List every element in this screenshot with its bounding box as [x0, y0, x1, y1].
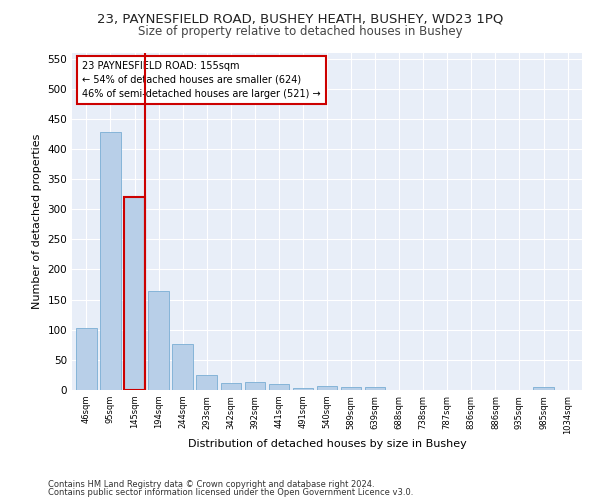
Y-axis label: Number of detached properties: Number of detached properties [32, 134, 42, 309]
Bar [245, 382, 265, 390]
Bar [317, 386, 337, 390]
Bar [533, 387, 554, 390]
X-axis label: Distribution of detached houses by size in Bushey: Distribution of detached houses by size … [188, 440, 466, 450]
Text: Contains HM Land Registry data © Crown copyright and database right 2024.: Contains HM Land Registry data © Crown c… [48, 480, 374, 489]
Text: Size of property relative to detached houses in Bushey: Size of property relative to detached ho… [137, 25, 463, 38]
Bar [76, 328, 97, 390]
Bar [148, 291, 169, 390]
Text: Contains public sector information licensed under the Open Government Licence v3: Contains public sector information licen… [48, 488, 413, 497]
Bar [221, 383, 241, 390]
Bar [196, 375, 217, 390]
Bar [124, 196, 145, 390]
Bar [100, 132, 121, 390]
Text: 23 PAYNESFIELD ROAD: 155sqm
← 54% of detached houses are smaller (624)
46% of se: 23 PAYNESFIELD ROAD: 155sqm ← 54% of det… [82, 61, 321, 99]
Bar [341, 387, 361, 390]
Bar [293, 388, 313, 390]
Text: 23, PAYNESFIELD ROAD, BUSHEY HEATH, BUSHEY, WD23 1PQ: 23, PAYNESFIELD ROAD, BUSHEY HEATH, BUSH… [97, 12, 503, 26]
Bar [365, 387, 385, 390]
Bar [172, 344, 193, 390]
Bar [269, 384, 289, 390]
